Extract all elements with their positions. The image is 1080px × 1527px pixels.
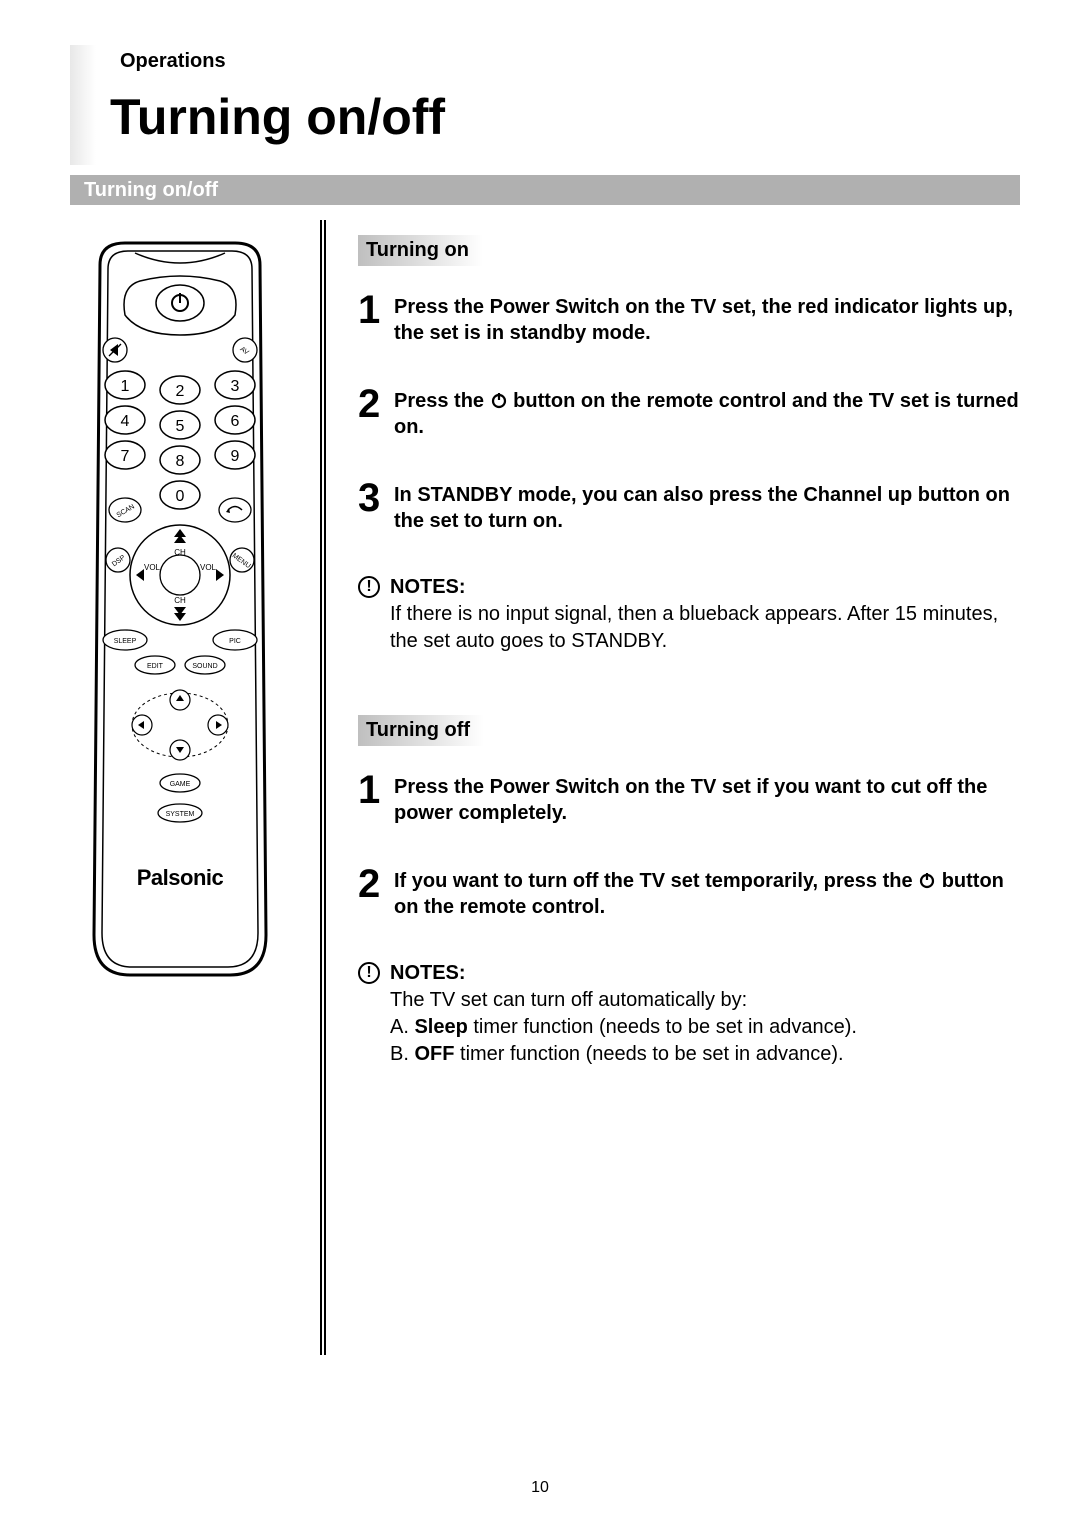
notes-title: NOTES: <box>390 576 466 598</box>
notes-title: NOTES: <box>390 962 466 984</box>
page-number: 10 <box>531 1479 549 1497</box>
step-text: Press the button on the remote control a… <box>394 386 1020 440</box>
remote-brand: Palsonic <box>137 865 224 890</box>
page-title: Turning on/off <box>110 88 445 146</box>
notes-off: ! NOTES: The TV set can turn off automat… <box>358 960 1020 1068</box>
svg-text:VOL: VOL <box>200 563 217 572</box>
remote-control-illustration: AV 1 2 3 4 5 6 7 <box>70 235 290 1025</box>
step-text: Press the Power Switch on the TV set, th… <box>394 292 1020 346</box>
notes-content: NOTES: If there is no input signal, then… <box>390 574 1020 655</box>
svg-text:CH: CH <box>174 596 186 605</box>
svg-text:2: 2 <box>176 383 185 400</box>
svg-text:3: 3 <box>231 378 240 395</box>
remote-illustration-column: AV 1 2 3 4 5 6 7 <box>70 215 320 1467</box>
turning-on-heading: Turning on <box>358 235 483 266</box>
svg-text:CH: CH <box>174 548 186 557</box>
notes-icon: ! <box>358 576 380 598</box>
step-off-1: 1 Press the Power Switch on the TV set i… <box>358 772 1020 826</box>
svg-text:GAME: GAME <box>170 781 191 788</box>
step-text: In STANDBY mode, you can also press the … <box>394 480 1020 534</box>
svg-text:0: 0 <box>176 488 185 505</box>
svg-text:1: 1 <box>121 378 130 395</box>
svg-text:SOUND: SOUND <box>192 663 217 670</box>
notes-icon: ! <box>358 962 380 984</box>
svg-text:8: 8 <box>176 453 185 470</box>
svg-text:6: 6 <box>231 413 240 430</box>
svg-text:SYSTEM: SYSTEM <box>166 811 195 818</box>
step-number: 1 <box>358 772 386 808</box>
notes-content: NOTES: The TV set can turn off automatic… <box>390 960 857 1068</box>
content-area: AV 1 2 3 4 5 6 7 <box>70 215 1020 1467</box>
banner-heading: Turning on/off <box>70 175 1020 205</box>
step-number: 2 <box>358 866 386 902</box>
instructions-column: Turning on 1 Press the Power Switch on t… <box>328 215 1020 1467</box>
notes-a-prefix: A. <box>390 1016 414 1038</box>
manual-page: Operations Turning on/off Turning on/off <box>0 0 1080 1527</box>
notes-a-rest: timer function (needs to be set in advan… <box>468 1016 857 1038</box>
svg-text:7: 7 <box>121 448 130 465</box>
svg-text:EDIT: EDIT <box>147 663 164 670</box>
notes-b-prefix: B. <box>390 1043 414 1065</box>
section-label: Operations <box>120 50 226 73</box>
svg-text:4: 4 <box>121 413 130 430</box>
svg-text:VOL: VOL <box>144 563 161 572</box>
power-icon <box>918 871 936 889</box>
step-on-2: 2 Press the button on the remote control… <box>358 386 1020 440</box>
notes-intro: The TV set can turn off automatically by… <box>390 989 747 1011</box>
notes-body: If there is no input signal, then a blue… <box>390 603 998 652</box>
svg-text:9: 9 <box>231 448 240 465</box>
left-accent-bar <box>70 45 96 165</box>
step-on-1: 1 Press the Power Switch on the TV set, … <box>358 292 1020 346</box>
notes-on: ! NOTES: If there is no input signal, th… <box>358 574 1020 655</box>
notes-a-bold: Sleep <box>414 1016 467 1038</box>
step-text: Press the Power Switch on the TV set if … <box>394 772 1020 826</box>
step-number: 3 <box>358 480 386 516</box>
svg-text:PIC: PIC <box>229 638 241 645</box>
notes-b-bold: OFF <box>414 1043 454 1065</box>
svg-text:SLEEP: SLEEP <box>114 638 137 645</box>
step-text: If you want to turn off the TV set tempo… <box>394 866 1020 920</box>
turning-off-heading: Turning off <box>358 715 484 746</box>
power-icon <box>490 391 508 409</box>
step-on-3: 3 In STANDBY mode, you can also press th… <box>358 480 1020 534</box>
svg-text:5: 5 <box>176 418 185 435</box>
step-number: 1 <box>358 292 386 328</box>
step-number: 2 <box>358 386 386 422</box>
notes-b-rest: timer function (needs to be set in advan… <box>454 1043 843 1065</box>
step-off-2: 2 If you want to turn off the TV set tem… <box>358 866 1020 920</box>
recall-button <box>219 498 251 522</box>
vertical-divider <box>320 215 328 1355</box>
